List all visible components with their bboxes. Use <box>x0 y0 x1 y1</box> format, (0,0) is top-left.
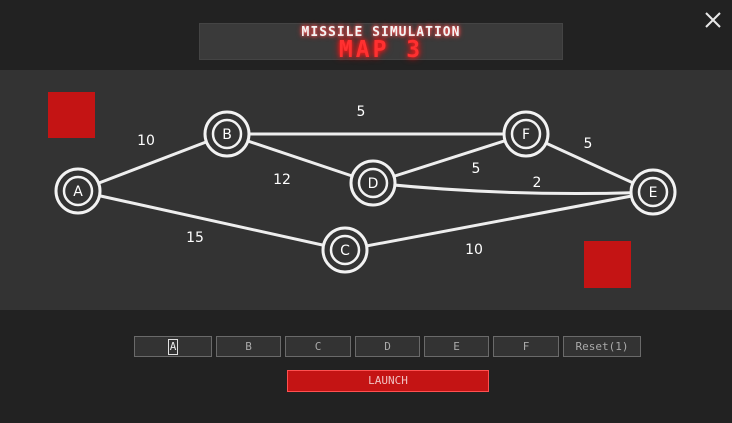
node-label: B <box>222 127 232 143</box>
node-label: C <box>340 243 350 259</box>
node-button-b[interactable]: B <box>216 336 281 357</box>
edge-a-c <box>77 189 346 252</box>
graph-map: 10 15 5 12 5 2 5 10 A B C D E F <box>48 92 677 288</box>
node-button-label: F <box>522 340 530 353</box>
edge-weight-label: 12 <box>273 172 291 188</box>
node-button-e[interactable]: E <box>424 336 489 357</box>
node-button-a[interactable]: A <box>134 336 212 357</box>
edge-b-d <box>226 132 374 185</box>
edge-weight-label: 2 <box>533 175 542 191</box>
node-b[interactable]: B <box>203 110 251 158</box>
node-d[interactable]: D <box>349 159 397 207</box>
edge-weight-label: 15 <box>186 230 204 246</box>
node-e[interactable]: E <box>629 168 677 216</box>
edge-weight-label: 5 <box>357 104 366 120</box>
edge-d-f <box>372 132 527 185</box>
edge-c-e <box>344 190 654 252</box>
launch-button[interactable]: LAUNCH <box>287 370 489 392</box>
node-label: A <box>73 184 83 200</box>
target-square <box>584 241 631 288</box>
node-a[interactable]: A <box>54 167 102 215</box>
reset-button[interactable]: Reset(1) <box>563 336 641 357</box>
edge-a-b <box>77 132 228 193</box>
node-c[interactable]: C <box>321 226 369 274</box>
close-button[interactable] <box>700 7 726 33</box>
map-area: 10 15 5 12 5 2 5 10 A B C D E F <box>0 70 732 310</box>
close-icon <box>705 12 721 28</box>
reset-label: Reset(1) <box>575 340 629 353</box>
node-button-label: E <box>453 340 460 353</box>
node-f[interactable]: F <box>502 110 550 158</box>
node-button-d[interactable]: D <box>355 336 420 357</box>
target-square <box>48 92 95 138</box>
node-label: F <box>522 127 530 143</box>
node-button-c[interactable]: C <box>285 336 351 357</box>
node-label: D <box>368 176 379 192</box>
game-subtitle: MISSILE SIMULATION <box>301 25 461 40</box>
node-button-label: C <box>314 340 322 353</box>
edge-weight-label: 5 <box>472 161 481 177</box>
node-button-label: A <box>167 339 179 355</box>
node-button-f[interactable]: F <box>493 336 559 357</box>
edge-weight-label: 5 <box>584 136 593 152</box>
edge-weight-label: 10 <box>137 133 155 149</box>
node-label: E <box>649 185 658 201</box>
node-button-label: B <box>245 340 252 353</box>
edge-d-e <box>372 181 654 196</box>
map-title: MAP 3 <box>338 37 424 63</box>
edge-weight-label: 10 <box>465 242 483 258</box>
node-button-label: D <box>384 340 391 353</box>
title-banner: MISSILE SIMULATION MAP 3 <box>199 23 563 63</box>
